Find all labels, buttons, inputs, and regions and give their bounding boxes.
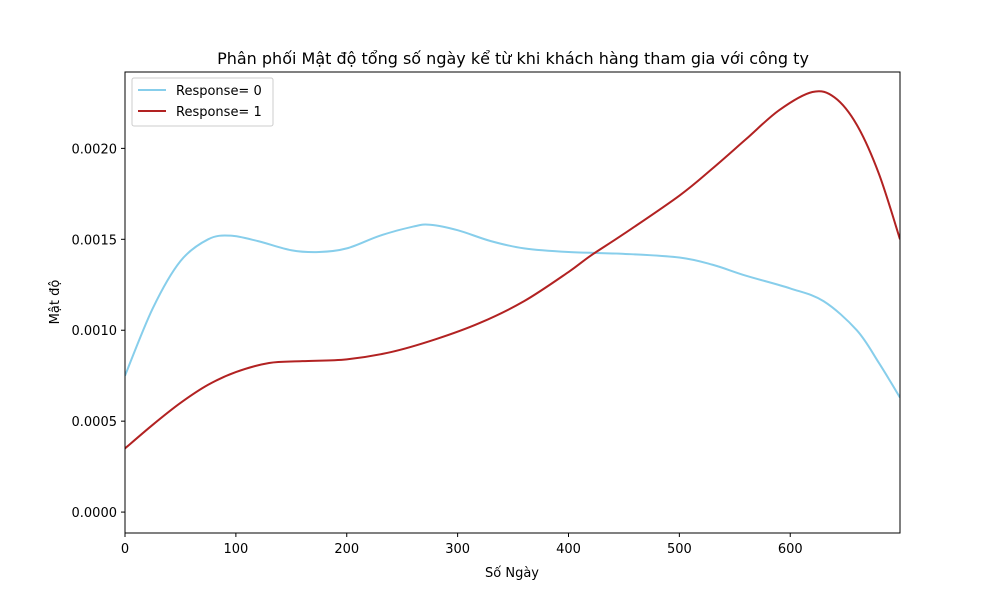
- y-axis-label: Mật độ: [48, 280, 63, 325]
- chart-title: Phân phối Mật độ tổng số ngày kể từ khi …: [217, 49, 809, 68]
- series-layer: [125, 90, 900, 450]
- y-tick-label: 0.0005: [72, 415, 118, 430]
- x-ticks: 0 100 200 300 400 500 600: [121, 533, 803, 557]
- x-tick-label: 200: [334, 542, 359, 557]
- series-line-response-0: [125, 223, 900, 399]
- legend-label-response-1: Response= 1: [176, 105, 262, 120]
- x-tick-label: 0: [121, 542, 129, 557]
- series-line-response-1: [125, 90, 900, 450]
- legend-label-response-0: Response= 0: [176, 84, 262, 99]
- y-tick-label: 0.0000: [72, 506, 118, 521]
- x-tick-label: 400: [556, 542, 581, 557]
- plot-frame: [124, 71, 901, 534]
- x-tick-label: 100: [223, 542, 248, 557]
- y-ticks: 0.0000 0.0005 0.0010 0.0015 0.0020: [72, 142, 125, 521]
- x-tick-label: 500: [667, 542, 692, 557]
- legend: Response= 0 Response= 1: [131, 77, 274, 127]
- y-tick-label: 0.0015: [72, 233, 118, 248]
- y-tick-label: 0.0020: [72, 142, 118, 157]
- y-tick-label: 0.0010: [72, 324, 118, 339]
- legend-box: [131, 77, 274, 127]
- x-axis-label: Số Ngày: [485, 566, 539, 581]
- x-tick-label: 600: [778, 542, 803, 557]
- x-tick-label: 300: [445, 542, 470, 557]
